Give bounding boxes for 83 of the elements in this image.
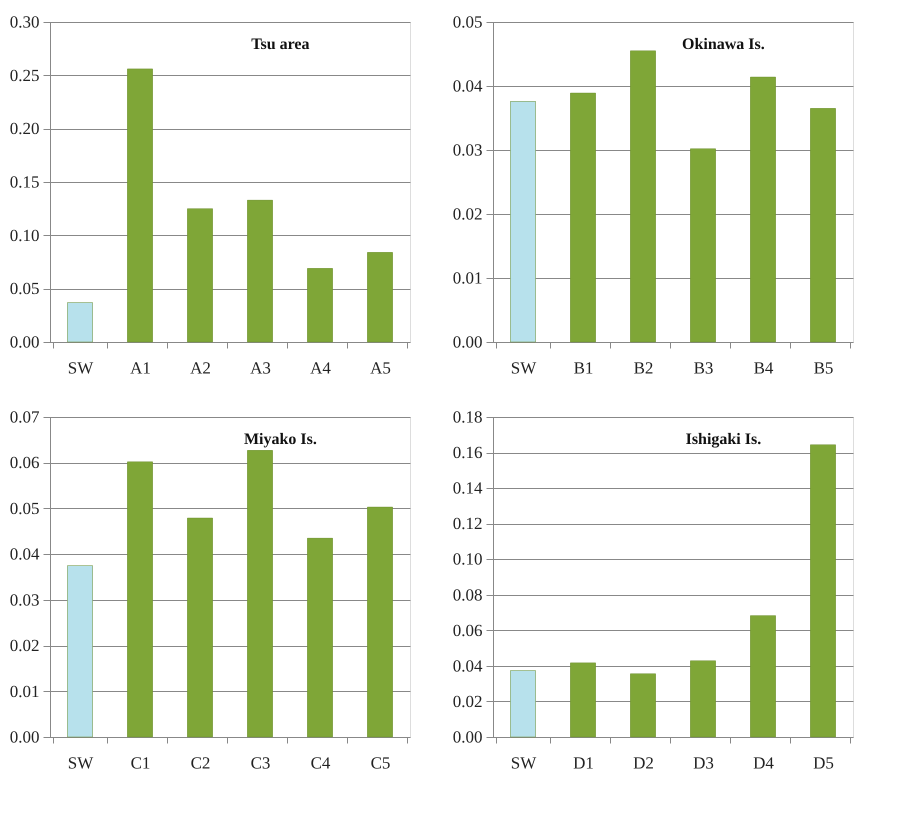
y-tick-label: 0.03 bbox=[452, 140, 482, 160]
bar bbox=[570, 92, 596, 342]
y-tick-label: 0.14 bbox=[452, 478, 483, 498]
x-tick-label: D2 bbox=[633, 754, 654, 772]
bar bbox=[630, 50, 656, 342]
y-tick-label: 0.01 bbox=[10, 682, 40, 701]
bar bbox=[690, 660, 716, 738]
y-tick-label: 0.05 bbox=[10, 498, 40, 518]
x-tick-label: SW bbox=[68, 754, 94, 772]
bar bbox=[367, 506, 393, 738]
y-tick-label: 0.00 bbox=[10, 332, 40, 352]
y-tick-label: 0.10 bbox=[10, 226, 40, 245]
bar bbox=[127, 462, 153, 738]
y-tick-label: 0.06 bbox=[10, 453, 40, 472]
x-tick-label: C5 bbox=[370, 754, 390, 772]
x-tick-label: B1 bbox=[574, 358, 594, 378]
bar bbox=[510, 101, 536, 342]
y-tick-label: 0.02 bbox=[10, 636, 40, 656]
bar bbox=[127, 68, 153, 342]
bar bbox=[67, 565, 93, 738]
y-tick-label: 0.02 bbox=[452, 204, 482, 224]
y-tick-label: 0.05 bbox=[452, 12, 482, 32]
x-tick-label: A4 bbox=[310, 358, 332, 378]
y-tick-label: 0.05 bbox=[10, 279, 40, 298]
y-tick-label: 0.20 bbox=[10, 119, 40, 138]
x-tick-label: A3 bbox=[250, 358, 271, 378]
text: Okinawa Is. bbox=[682, 36, 765, 53]
x-tick-label: B3 bbox=[694, 358, 714, 378]
bar bbox=[247, 450, 273, 738]
bar bbox=[307, 538, 333, 738]
x-tick-label: A1 bbox=[130, 358, 151, 378]
x-tick-label: D3 bbox=[693, 754, 714, 772]
bar bbox=[67, 302, 93, 342]
bar bbox=[750, 615, 776, 738]
y-tick-label: 0.16 bbox=[452, 443, 482, 462]
y-tick-label: 0.06 bbox=[452, 620, 482, 640]
y-tick-label: 0.00 bbox=[452, 728, 482, 746]
x-tick-label: A2 bbox=[190, 358, 211, 378]
x-tick-label: D1 bbox=[573, 754, 594, 772]
x-tick-label: C1 bbox=[130, 754, 150, 772]
y-tick-label: 0.00 bbox=[452, 332, 482, 352]
x-tick-label: SW bbox=[68, 358, 94, 378]
bar bbox=[367, 252, 393, 342]
bar bbox=[187, 208, 213, 342]
x-tick-label: B5 bbox=[814, 358, 834, 378]
x-tick-label: SW bbox=[510, 754, 538, 772]
y-tick-label: 0.02 bbox=[452, 692, 482, 711]
bar bbox=[247, 200, 273, 342]
y-tick-label: 0.04 bbox=[452, 76, 483, 96]
x-tick-label: C2 bbox=[190, 754, 210, 772]
bar bbox=[307, 268, 333, 342]
y-tick-label: 0.25 bbox=[10, 66, 40, 85]
x-tick-label: C4 bbox=[310, 754, 331, 772]
bar bbox=[570, 662, 596, 738]
y-tick-label: 0.30 bbox=[10, 12, 40, 32]
y-tick-label: 0.04 bbox=[452, 656, 483, 676]
bar bbox=[187, 518, 213, 738]
y-tick-label: 0.15 bbox=[10, 172, 40, 192]
y-tick-label: 0.07 bbox=[10, 408, 40, 426]
x-tick-label: D4 bbox=[753, 754, 774, 772]
x-tick-label: SW bbox=[510, 358, 538, 378]
bar bbox=[810, 108, 836, 342]
x-tick-label: C3 bbox=[250, 754, 270, 772]
bar bbox=[750, 76, 776, 342]
bar bbox=[510, 670, 536, 738]
text: Miyako Is. bbox=[244, 431, 317, 448]
y-tick-label: 0.12 bbox=[452, 514, 482, 534]
y-tick-label: 0.03 bbox=[10, 590, 40, 610]
y-tick-label: 0.01 bbox=[452, 268, 482, 288]
x-tick-label: D5 bbox=[813, 754, 834, 772]
x-tick-label: B4 bbox=[754, 358, 774, 378]
bar bbox=[810, 444, 836, 738]
y-tick-label: 0.00 bbox=[10, 728, 40, 746]
x-tick-label: B2 bbox=[634, 358, 654, 378]
text: Tsu area bbox=[251, 36, 310, 53]
y-tick-label: 0.08 bbox=[452, 585, 482, 604]
y-tick-label: 0.18 bbox=[452, 408, 482, 426]
x-tick-label: A5 bbox=[370, 358, 391, 378]
y-tick-label: 0.10 bbox=[452, 550, 482, 569]
bar bbox=[630, 673, 656, 738]
bar bbox=[690, 148, 716, 342]
text: Ishigaki Is. bbox=[686, 431, 762, 448]
y-tick-label: 0.04 bbox=[10, 544, 40, 564]
